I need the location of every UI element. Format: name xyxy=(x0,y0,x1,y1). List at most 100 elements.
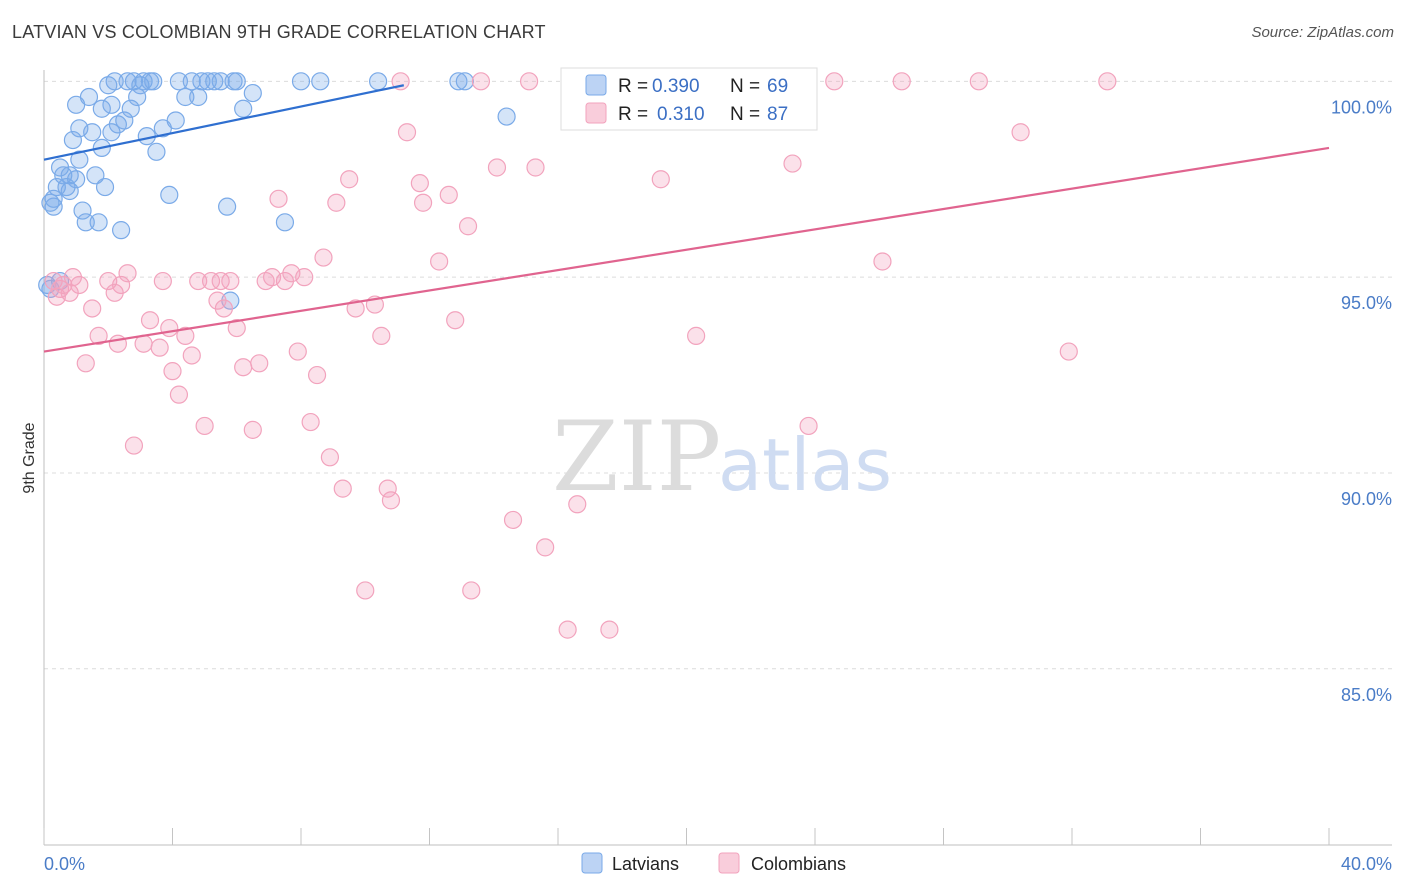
legend-r-label-latvians: R = xyxy=(618,76,648,97)
colombians-point-51 xyxy=(356,581,375,600)
latvians-point-14 xyxy=(83,123,102,142)
colombians-point-13 xyxy=(111,275,131,295)
colombians-point-14 xyxy=(118,264,137,283)
series-colombians xyxy=(44,72,1117,639)
latvians-point-11 xyxy=(73,201,92,220)
colombians-point-53 xyxy=(372,326,391,345)
colombians-point-43 xyxy=(301,412,320,432)
latvians-point-58 xyxy=(449,72,468,91)
data-points xyxy=(38,72,1117,639)
latvians-point-67 xyxy=(60,181,79,201)
colombians-point-66 xyxy=(487,158,507,177)
colombians-point-72 xyxy=(568,495,587,514)
colombians-point-75 xyxy=(651,170,670,189)
colombians-point-46 xyxy=(320,448,340,467)
latvians-point-32 xyxy=(134,72,153,91)
colombians-point-82 xyxy=(892,72,911,91)
colombians-point-25 xyxy=(189,271,208,291)
latvians-point-54 xyxy=(275,213,295,232)
y-axis-label: 9th Grade xyxy=(21,422,38,493)
latvians-point-43 xyxy=(189,87,208,107)
latvians-point-26 xyxy=(115,111,134,130)
latvians-point-44 xyxy=(192,72,211,91)
watermark-zip: ZIP xyxy=(552,401,721,513)
latvians-point-35 xyxy=(144,72,163,91)
latvians-point-21 xyxy=(102,95,121,114)
latvians-point-47 xyxy=(211,72,230,91)
latvians-point-28 xyxy=(121,99,140,118)
latvians-point-9 xyxy=(70,150,89,169)
colombians-point-33 xyxy=(234,358,253,377)
trend-lines xyxy=(43,84,1330,353)
colombians-point-60 xyxy=(430,252,449,271)
bottom-legend-colombians-swatch xyxy=(718,852,740,874)
source-label: Source: ZipAtlas.com xyxy=(1251,24,1394,41)
colombians-swatch xyxy=(585,102,607,124)
colombians-point-22 xyxy=(169,385,189,404)
colombians-point-68 xyxy=(519,72,539,91)
latvians-point-55 xyxy=(291,72,311,91)
latvians-point-42 xyxy=(182,72,201,91)
latvians-point-25 xyxy=(111,221,131,240)
latvians-point-68 xyxy=(67,170,86,189)
colombians-point-15 xyxy=(124,436,144,455)
bottom-legend-latvians-swatch xyxy=(581,852,603,874)
colombians-point-83 xyxy=(969,72,988,91)
y-tick-labels: 100.0% 95.0% 90.0% 85.0% xyxy=(1331,97,1392,704)
latvians-point-7 xyxy=(63,130,83,150)
colombians-point-67 xyxy=(503,510,523,530)
colombians-point-41 xyxy=(288,342,307,361)
colombians-point-85 xyxy=(1059,342,1078,361)
colombians-point-26 xyxy=(195,416,214,436)
stats-legend: R = 0.390 N = 69 R = 0.310 N = 87 xyxy=(560,67,818,131)
latvians-point-66 xyxy=(44,197,63,216)
legend-n-label-latvians: N = xyxy=(730,76,760,97)
y-tick-label-1: 95.0% xyxy=(1341,293,1392,313)
colombians-point-44 xyxy=(307,365,327,385)
colombians-point-86 xyxy=(1098,72,1117,91)
colombians-point-21 xyxy=(163,362,182,381)
colombians-point-47 xyxy=(327,193,346,212)
legend-n-label-colombians: N = xyxy=(730,104,760,125)
colombians-point-24 xyxy=(182,346,201,365)
colombians-point-34 xyxy=(243,420,262,439)
latvians-point-30 xyxy=(128,87,147,107)
colombians-point-49 xyxy=(340,170,359,189)
colombians-point-81 xyxy=(873,252,892,271)
colombians-point-59 xyxy=(413,193,433,212)
bottom-legend-latvians: Latvians xyxy=(612,854,679,874)
latvians-point-57 xyxy=(369,72,388,91)
colombians-point-65 xyxy=(471,72,490,91)
colombians-point-7 xyxy=(76,354,95,373)
latvians-point-45 xyxy=(198,72,217,91)
y-tick-label-2: 90.0% xyxy=(1341,489,1392,509)
colombians-point-80 xyxy=(825,72,844,91)
colombians-point-29 xyxy=(211,271,230,291)
latvians-point-46 xyxy=(205,72,224,91)
colombians-point-62 xyxy=(446,311,465,330)
colombians-point-74 xyxy=(600,620,619,639)
watermark-atlas: atlas xyxy=(718,423,892,507)
legend-r-latvians: 0.390 xyxy=(652,76,700,97)
colombians-point-18 xyxy=(150,338,169,357)
colombians-point-35 xyxy=(250,354,269,373)
colombians-point-30 xyxy=(214,299,233,318)
legend-n-colombians: 87 xyxy=(767,104,788,125)
latvians-point-48 xyxy=(218,197,237,216)
colombians-point-9 xyxy=(89,326,108,345)
legend-n-latvians: 69 xyxy=(767,76,788,97)
latvians-point-38 xyxy=(160,185,179,205)
colombians-point-61 xyxy=(439,185,458,205)
colombians-point-58 xyxy=(410,174,429,193)
colombians-point-54 xyxy=(378,479,397,498)
colombians-point-56 xyxy=(391,72,410,91)
colombians-point-38 xyxy=(269,189,288,208)
latvians-point-60 xyxy=(497,107,516,126)
colombians-point-45 xyxy=(314,248,333,267)
latvians-point-15 xyxy=(86,166,105,185)
colombians-point-57 xyxy=(397,123,417,142)
y-tick-label-0: 100.0% xyxy=(1331,97,1392,117)
series-latvians xyxy=(38,72,603,310)
colombians-point-78 xyxy=(783,154,802,173)
